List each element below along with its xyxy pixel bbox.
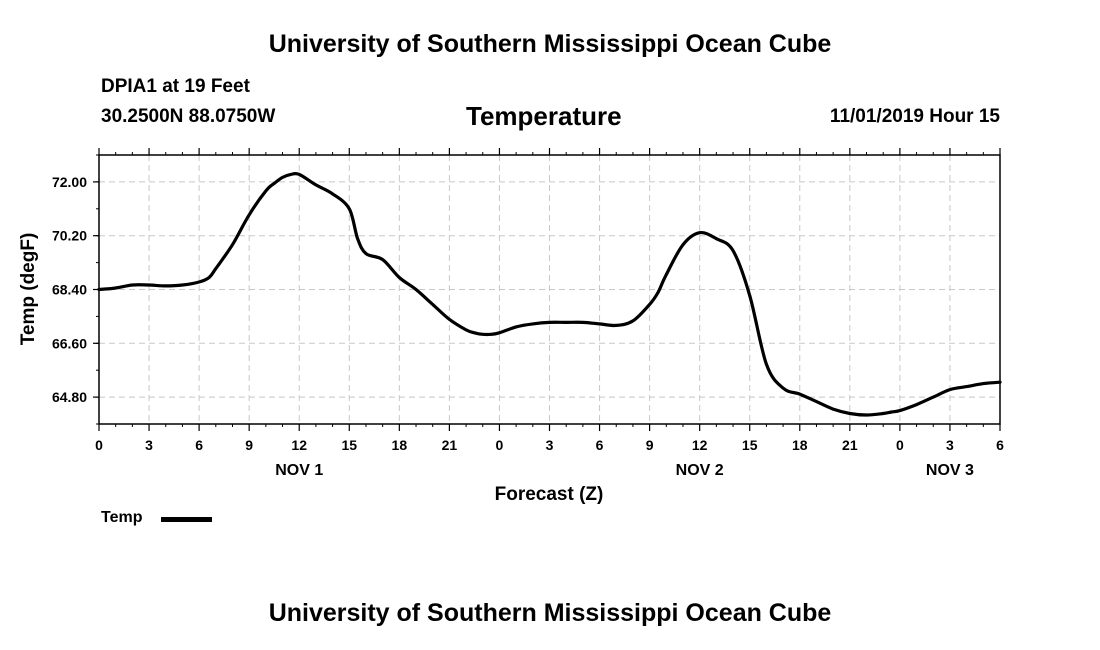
y-tick-label: 68.40 <box>52 282 87 298</box>
x-tick-label: 15 <box>742 437 758 453</box>
forecast-datetime: 11/01/2019 Hour 15 <box>829 106 1000 127</box>
day-label: NOV 1 <box>275 462 323 479</box>
x-tick-label: 9 <box>646 437 654 453</box>
y-tick-label: 72.00 <box>52 174 87 190</box>
y-axis-label: Temp (degF) <box>18 233 39 346</box>
x-tick-label: 18 <box>392 437 408 453</box>
chart-title: Temperature <box>466 101 622 131</box>
x-tick-label: 21 <box>442 437 458 453</box>
y-tick-label: 66.60 <box>52 335 87 351</box>
day-label: NOV 3 <box>926 462 974 479</box>
x-tick-label: 0 <box>496 437 504 453</box>
y-tick-label: 70.20 <box>52 228 87 244</box>
x-tick-label: 12 <box>291 437 307 453</box>
day-label: NOV 2 <box>676 462 724 479</box>
x-tick-label: 18 <box>792 437 808 453</box>
x-tick-label: 15 <box>341 437 357 453</box>
x-tick-label: 6 <box>596 437 604 453</box>
x-tick-label: 3 <box>145 437 153 453</box>
x-tick-label: 0 <box>896 437 904 453</box>
legend-label: Temp <box>101 509 143 526</box>
x-tick-label: 3 <box>946 437 954 453</box>
x-tick-label: 0 <box>95 437 103 453</box>
x-tick-label: 3 <box>546 437 554 453</box>
x-tick-label: 6 <box>195 437 203 453</box>
legend-line-swatch <box>161 517 212 522</box>
y-tick-label: 64.80 <box>52 389 87 405</box>
x-tick-label: 9 <box>245 437 253 453</box>
plot-frame <box>98 154 1001 425</box>
x-tick-label: 21 <box>842 437 858 453</box>
x-tick-label: 12 <box>692 437 708 453</box>
x-tick-label: 6 <box>996 437 1004 453</box>
temp-series-line <box>97 171 1002 417</box>
station-coordinates: 30.2500N 88.0750W <box>101 106 276 127</box>
station-label: DPIA1 at 19 Feet <box>101 76 250 97</box>
page-title: University of Southern Mississippi Ocean… <box>268 30 832 58</box>
footer-title: University of Southern Mississippi Ocean… <box>268 599 832 627</box>
x-axis-label: Forecast (Z) <box>495 484 604 505</box>
